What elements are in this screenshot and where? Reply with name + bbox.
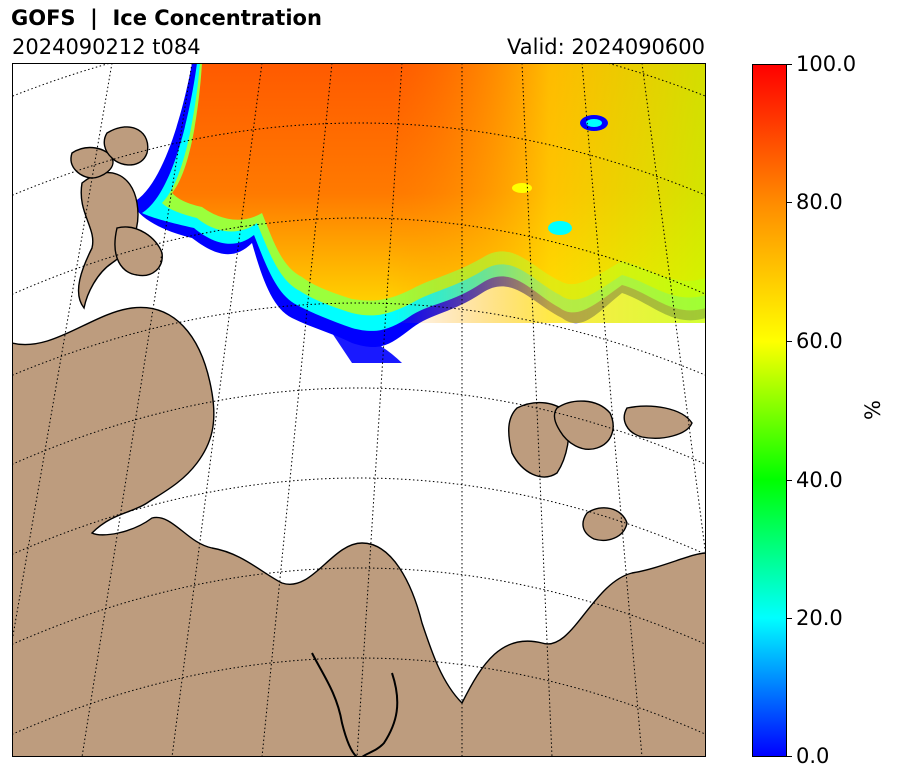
island-south bbox=[114, 226, 163, 277]
land bbox=[12, 126, 706, 757]
colorbar-tickmark bbox=[787, 202, 792, 203]
colorbar-tick-label: 80.0 bbox=[796, 190, 843, 214]
island-severnaya-2 bbox=[553, 400, 614, 450]
ice-concentration-map bbox=[12, 63, 706, 757]
colorbar-tickmark bbox=[787, 341, 792, 342]
colorbar-unit: % bbox=[860, 400, 885, 420]
colorbar-tickmark bbox=[787, 618, 792, 619]
rivers bbox=[311, 652, 399, 757]
colorbar bbox=[752, 64, 787, 757]
colorbar-tick-label: 0.0 bbox=[796, 744, 830, 768]
map-frame bbox=[12, 63, 706, 757]
colorbar-tickmark bbox=[787, 64, 792, 65]
colorbar-tick-label: 20.0 bbox=[796, 606, 843, 630]
island-severnaya-1 bbox=[508, 401, 570, 478]
island-novaya-zemlya bbox=[77, 172, 139, 310]
sea-ice-field bbox=[132, 63, 706, 363]
island-severnaya-3 bbox=[623, 405, 693, 439]
island-group-northeast bbox=[103, 126, 149, 166]
colorbar-tickmark bbox=[787, 756, 792, 757]
graticule bbox=[12, 63, 706, 757]
colorbar-tickmark bbox=[787, 480, 792, 481]
island-severnaya-4 bbox=[582, 507, 628, 541]
valid-time: Valid: 2024090600 bbox=[507, 35, 705, 59]
map-title: GOFS | Ice Concentration bbox=[11, 6, 322, 30]
run-time: 2024090212 t084 bbox=[12, 35, 201, 59]
colorbar-tick-label: 100.0 bbox=[796, 52, 857, 76]
colorbar-tick-label: 60.0 bbox=[796, 329, 843, 353]
colorbar-tick-label: 40.0 bbox=[796, 468, 843, 492]
mainland bbox=[12, 306, 706, 757]
